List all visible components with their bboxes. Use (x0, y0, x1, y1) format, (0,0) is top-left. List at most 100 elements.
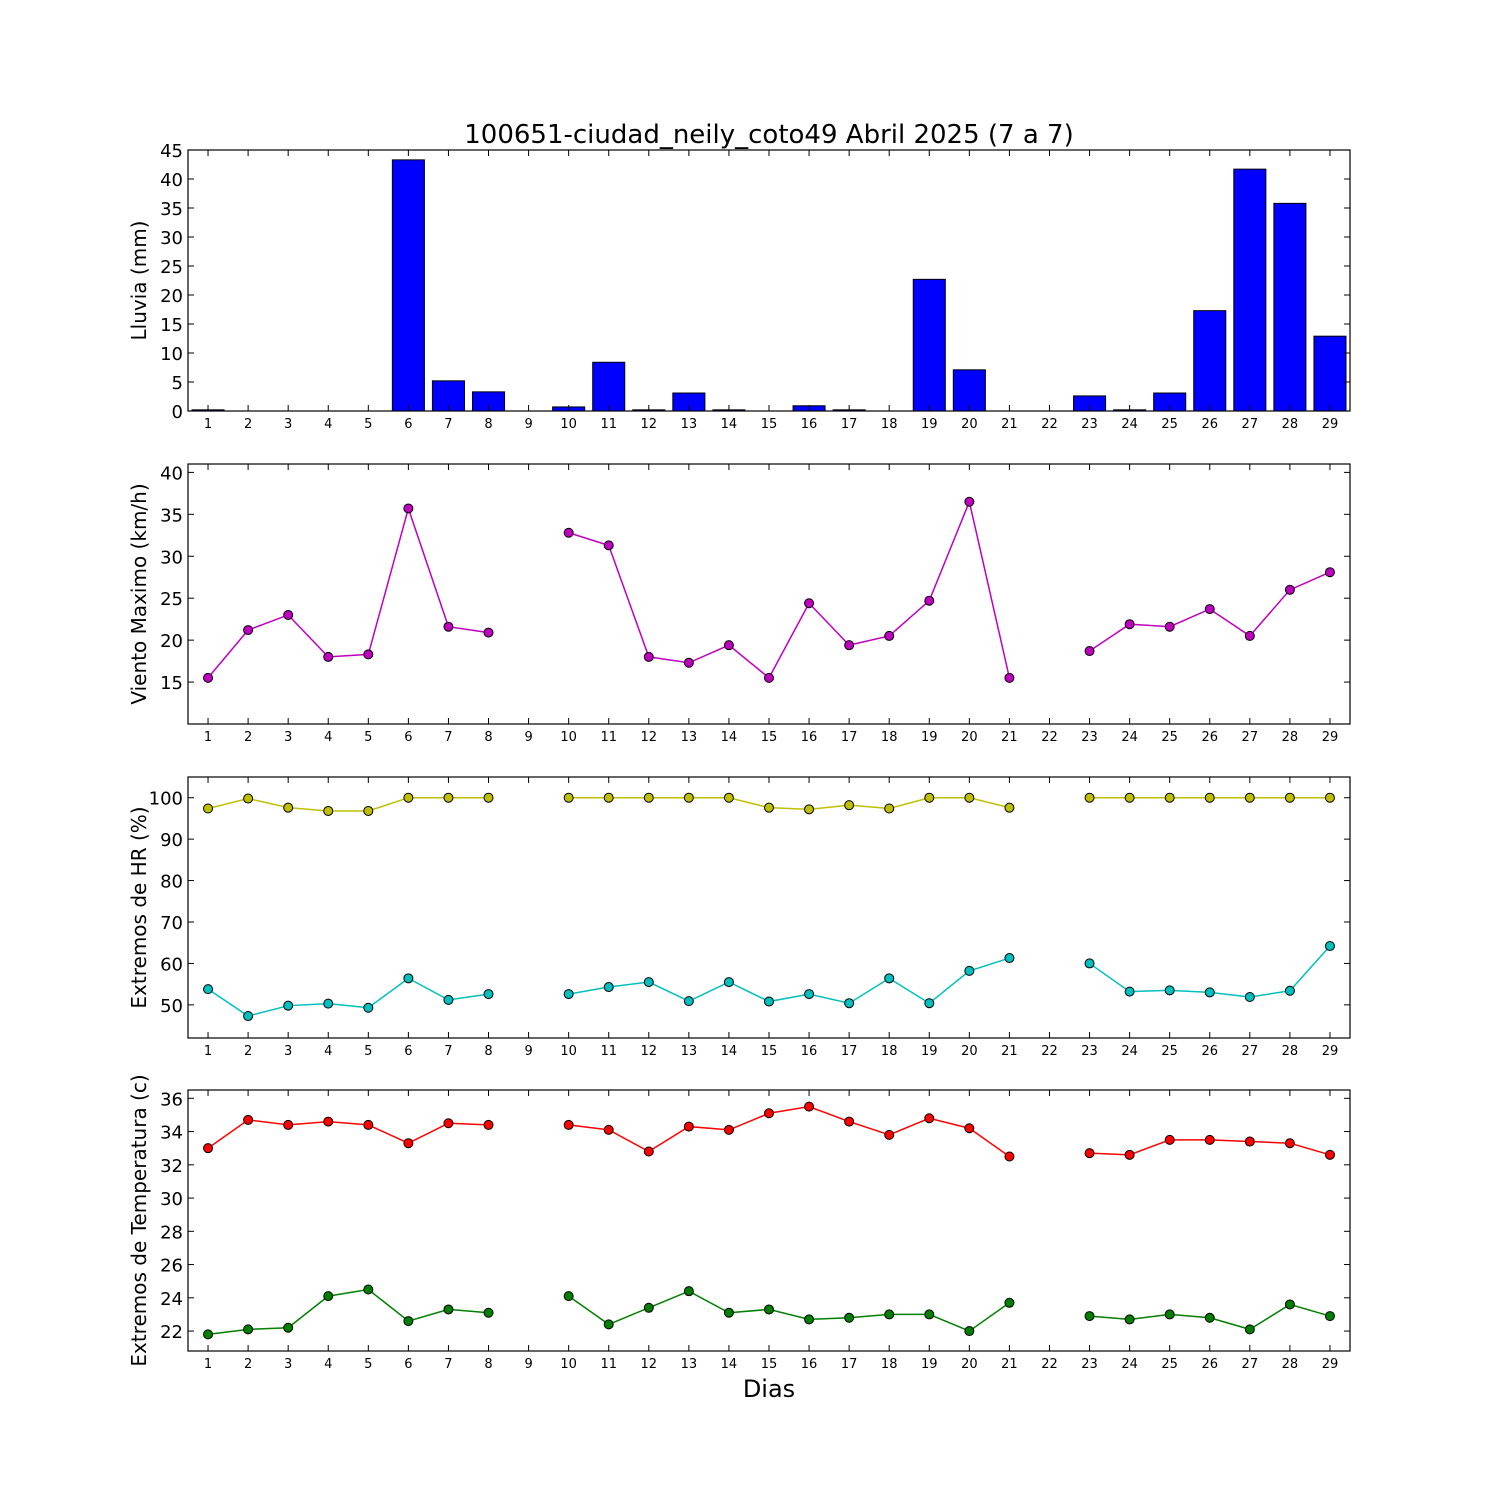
x-tick-label: 5 (364, 730, 372, 745)
series-1-point-day-21 (1004, 802, 1015, 813)
x-tick-label: 25 (1161, 417, 1178, 432)
x-tick-label: 3 (284, 417, 292, 432)
x-tick-label: 6 (404, 1044, 412, 1059)
x-tick-label: 24 (1121, 417, 1138, 432)
series-2-point-day-21 (1004, 1297, 1015, 1308)
y-tick-label: 24 (160, 1289, 183, 1310)
series-2-point-day-4 (323, 1291, 334, 1302)
series-1-point-day-23 (1084, 1148, 1095, 1159)
x-tick-label: 15 (761, 1044, 778, 1059)
x-tick-label: 2 (244, 730, 252, 745)
bar-day-20 (952, 369, 986, 412)
x-tick-label: 28 (1282, 730, 1299, 745)
series-2-point-day-16 (804, 989, 815, 1000)
series-2-point-day-21 (1004, 953, 1015, 964)
x-axis-label: Dias (743, 1375, 795, 1403)
x-tick-label: 20 (961, 417, 978, 432)
x-tick-label: 25 (1161, 1357, 1178, 1372)
series-1-point-day-4 (323, 1116, 334, 1127)
series-2-point-day-8 (483, 1307, 494, 1318)
series-1-line-segment-2 (568, 796, 1010, 811)
series-1-point-day-14 (723, 792, 734, 803)
x-tick-label: 10 (560, 1044, 577, 1059)
series-2-point-day-16 (804, 1314, 815, 1325)
series-2-point-day-19 (924, 998, 935, 1009)
x-tick-label: 14 (721, 1357, 738, 1372)
y-tick-label: 40 (160, 170, 183, 191)
x-tick-label: 4 (324, 1357, 332, 1372)
series-1-line-segment-2 (568, 1105, 1010, 1158)
bar-day-11 (592, 361, 626, 412)
x-tick-label: 7 (444, 417, 452, 432)
x-tick-label: 9 (524, 1044, 532, 1059)
x-tick-label: 21 (1001, 417, 1018, 432)
series-1-point-day-10 (563, 792, 574, 803)
x-tick-label: 9 (524, 730, 532, 745)
plot-area (188, 150, 1350, 411)
series-2-point-day-5 (363, 1002, 374, 1013)
series-1-point-day-20 (964, 792, 975, 803)
x-tick-label: 11 (600, 417, 617, 432)
x-tick-label: 23 (1081, 417, 1098, 432)
series-1-point-day-24 (1124, 792, 1135, 803)
x-tick-label: 27 (1242, 730, 1259, 745)
x-tick-label: 17 (841, 1044, 858, 1059)
x-tick-label: 3 (284, 1357, 292, 1372)
series-2-point-day-24 (1124, 986, 1135, 997)
x-tick-label: 21 (1001, 730, 1018, 745)
series-1-point-day-26 (1204, 1134, 1215, 1145)
y-tick-label: 0 (172, 402, 183, 423)
chart-title: 100651-ciudad_neily_coto49 Abril 2025 (7… (464, 120, 1074, 150)
bar-day-7 (431, 380, 465, 412)
series-2-point-day-29 (1324, 1311, 1335, 1322)
x-tick-label: 11 (600, 730, 617, 745)
x-tick-label: 22 (1041, 730, 1058, 745)
series-2-point-day-14 (723, 977, 734, 988)
x-tick-label: 1 (204, 1044, 212, 1059)
y-tick-label: 35 (160, 199, 183, 220)
y-tick-label: 60 (160, 954, 183, 975)
x-tick-label: 24 (1121, 1044, 1138, 1059)
x-tick-label: 19 (921, 730, 938, 745)
x-tick-label: 22 (1041, 1044, 1058, 1059)
series-1-point-day-8 (483, 792, 494, 803)
series-1-line-segment-2 (568, 499, 1011, 680)
series-2-point-day-4 (323, 998, 334, 1009)
series-1-point-day-4 (323, 651, 334, 662)
series-1-point-day-16 (804, 1101, 815, 1112)
series-1-point-day-16 (804, 598, 815, 609)
x-tick-label: 16 (801, 730, 818, 745)
x-tick-label: 2 (244, 1357, 252, 1372)
series-1-point-day-1 (203, 1143, 214, 1154)
series-1-point-day-18 (884, 1129, 895, 1140)
x-tick-label: 11 (600, 1044, 617, 1059)
x-tick-label: 2 (244, 417, 252, 432)
bar-day-26 (1193, 310, 1227, 412)
series-1-point-day-28 (1284, 1138, 1295, 1149)
x-tick-label: 29 (1322, 1044, 1339, 1059)
y-tick-label: 34 (160, 1123, 183, 1144)
x-tick-label: 10 (560, 1357, 577, 1372)
series-1-point-day-26 (1204, 792, 1215, 803)
series-1-point-day-10 (563, 1119, 574, 1130)
x-tick-label: 17 (841, 730, 858, 745)
series-1-point-day-13 (683, 1121, 694, 1132)
plot-area (188, 777, 1350, 1038)
x-tick-label: 4 (324, 417, 332, 432)
y-tick-label: 80 (160, 872, 183, 893)
x-tick-label: 3 (284, 1044, 292, 1059)
series-1-point-day-1 (203, 672, 214, 683)
series-2-point-day-28 (1284, 985, 1295, 996)
series-1-point-day-14 (723, 640, 734, 651)
series-2-point-day-10 (563, 989, 574, 1000)
x-tick-label: 13 (681, 1357, 698, 1372)
series-2-point-day-20 (964, 965, 975, 976)
y-tick-label: 100 (149, 789, 183, 810)
series-2-point-day-15 (764, 1304, 774, 1315)
series-1-point-day-24 (1124, 1149, 1135, 1160)
series-1-point-day-12 (643, 651, 654, 662)
series-1-point-day-10 (563, 527, 574, 538)
series-1-point-day-23 (1084, 646, 1095, 657)
